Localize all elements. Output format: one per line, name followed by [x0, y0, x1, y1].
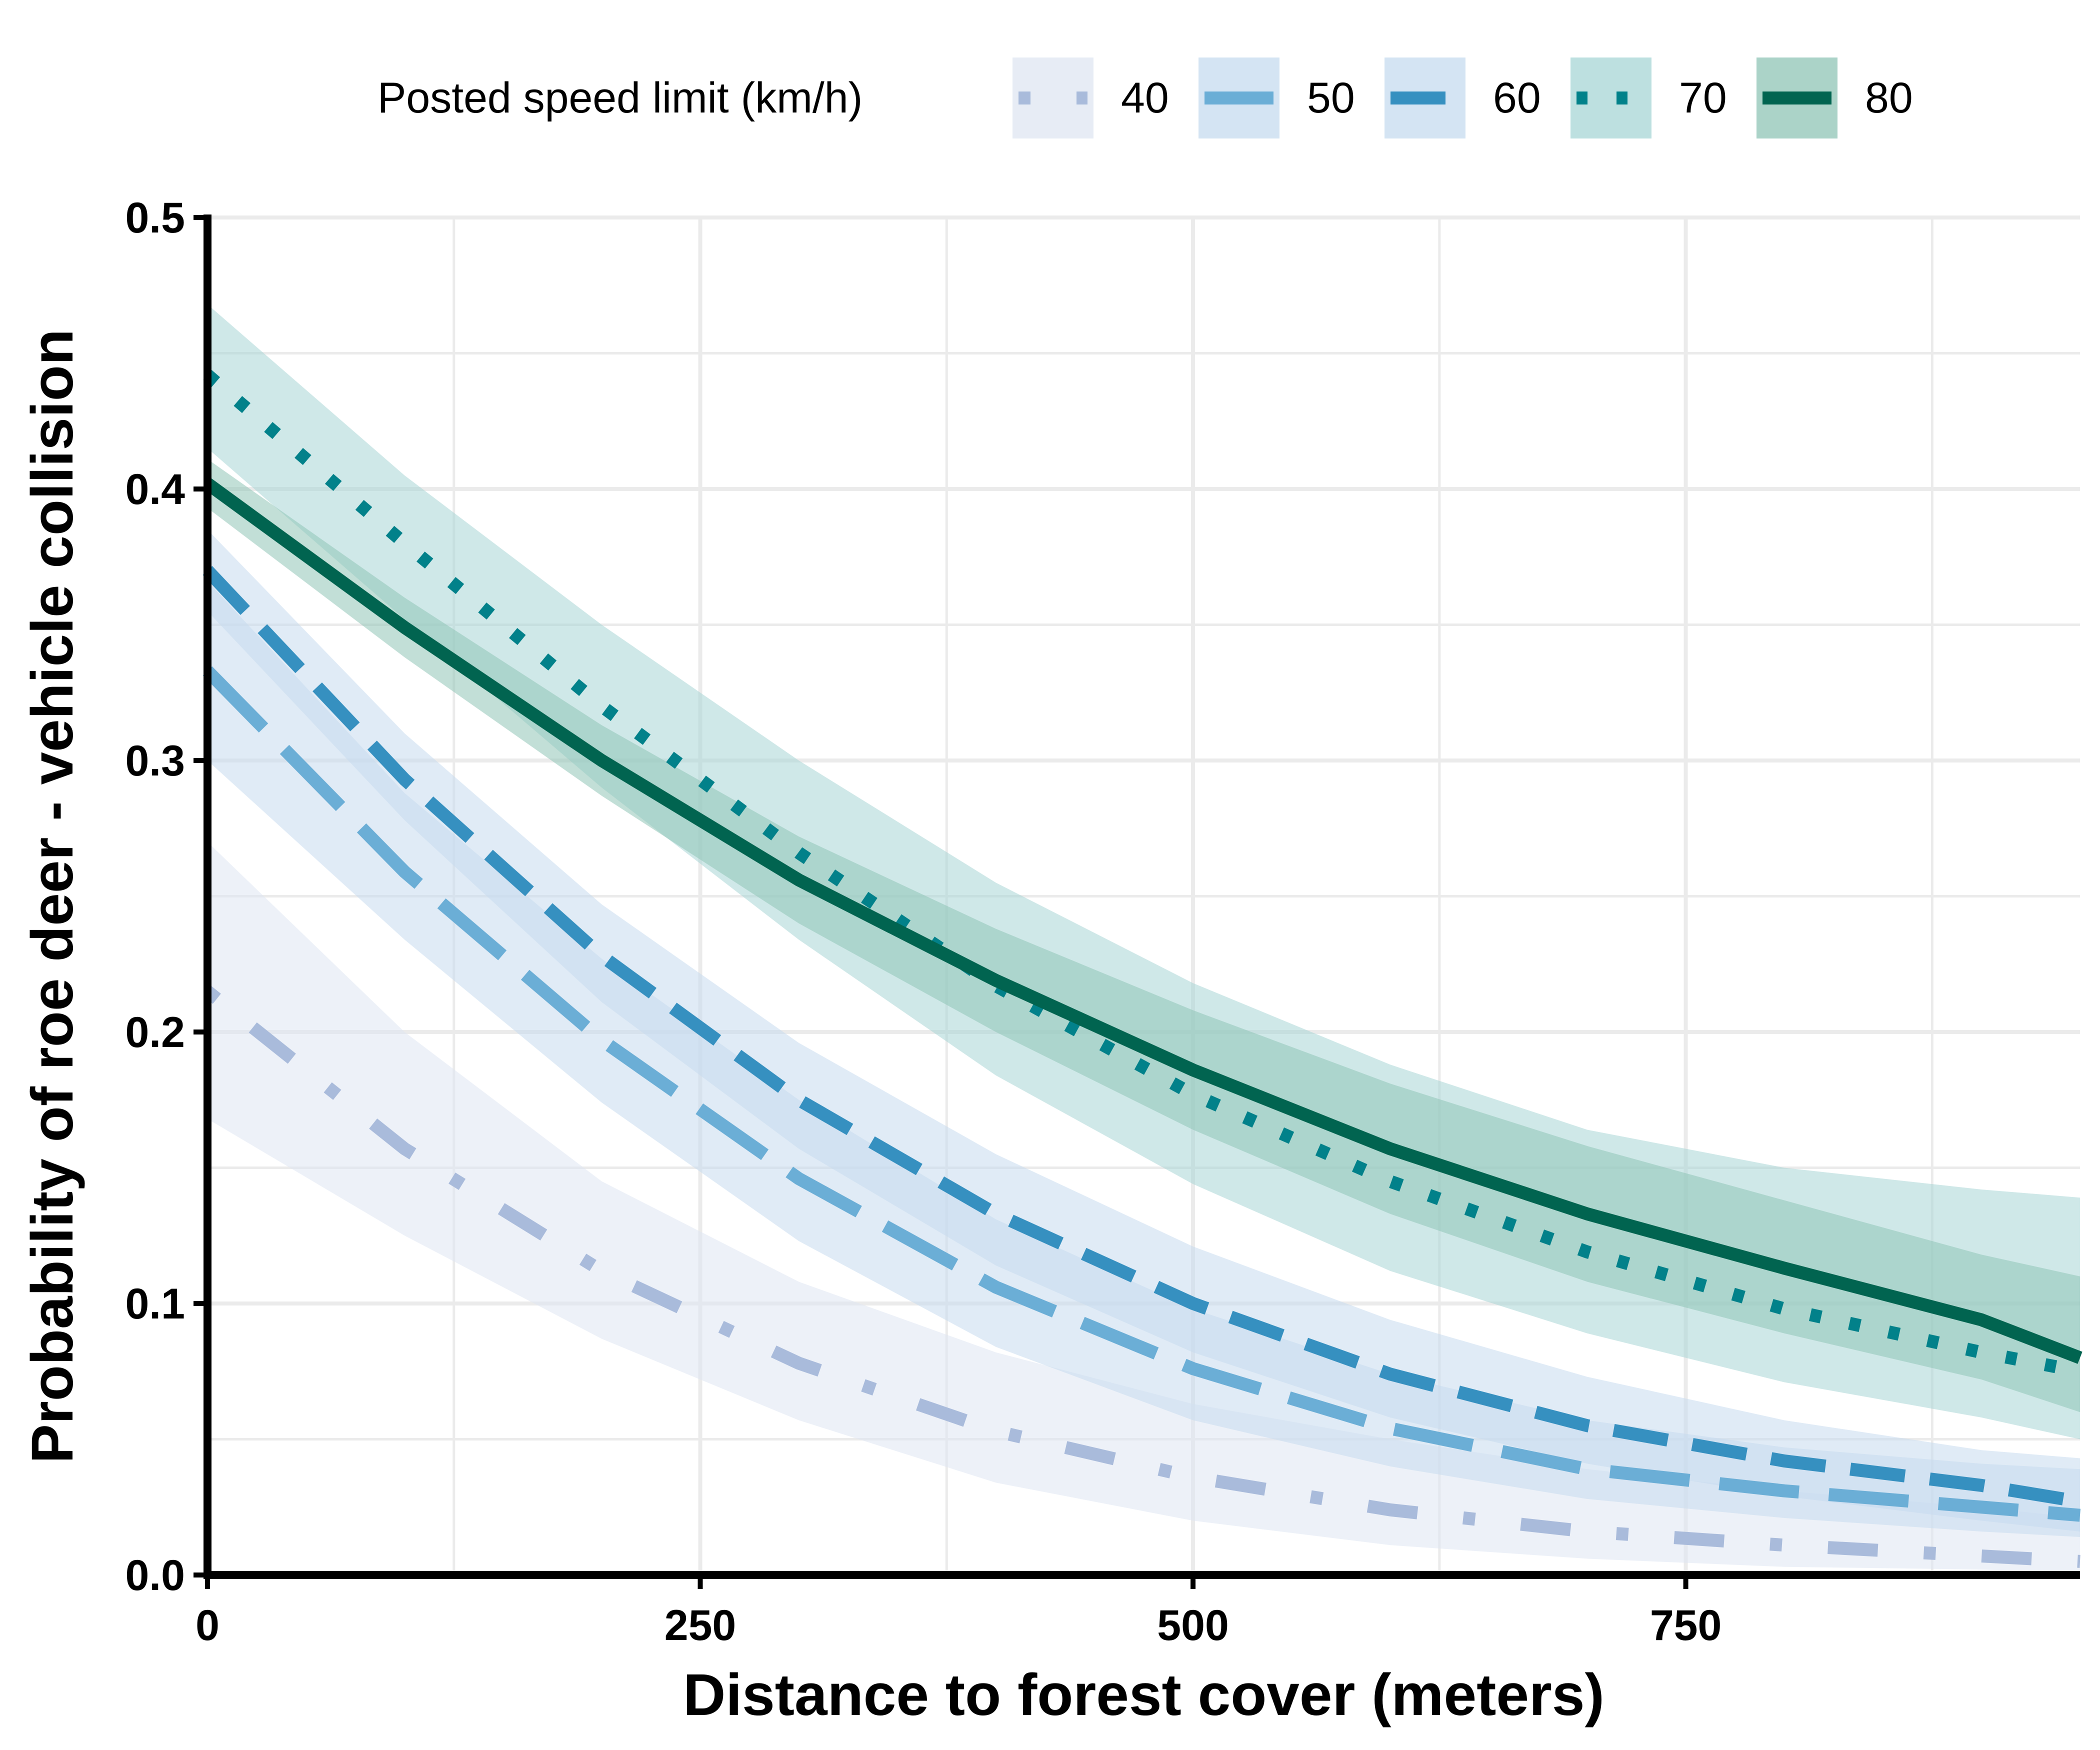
legend-label-70: 70 [1679, 74, 1727, 122]
y-tick-label: 0.3 [125, 737, 185, 785]
series-line-50 [202, 666, 2081, 1522]
y-tick-label: 0.2 [125, 1008, 185, 1056]
y-tick-label: 0.1 [125, 1280, 185, 1328]
legend-label-50: 50 [1307, 74, 1355, 122]
y-tick-label: 0.0 [125, 1552, 185, 1600]
series-line-60 [202, 566, 2082, 1508]
legend-label-40: 40 [1121, 74, 1169, 122]
ci-band-80 [208, 459, 2080, 1412]
legend: Posted speed limit (km/h) 40 50 60 70 80 [378, 58, 1913, 138]
y-tick-label: 0.5 [125, 194, 185, 242]
ci-band-40 [208, 842, 2080, 1572]
axes [194, 214, 2080, 1589]
legend-label-60: 60 [1493, 74, 1541, 122]
x-tick-label: 250 [664, 1602, 736, 1650]
legend-title: Posted speed limit (km/h) [378, 74, 862, 122]
series-line-80 [204, 478, 2082, 1364]
x-tick-label: 750 [1650, 1602, 1722, 1650]
legend-label-80: 80 [1865, 74, 1913, 122]
y-tick-label: 0.4 [125, 466, 185, 514]
x-tick-label: 0 [196, 1602, 220, 1650]
series-line-40 [203, 986, 2080, 1568]
x-axis-title: Distance to forest cover (meters) [683, 1662, 1604, 1728]
series-lines [202, 370, 2082, 1568]
series-line-70 [203, 370, 2082, 1378]
tick-labels: 0 250 500 750 0.0 0.1 0.2 0.3 0.4 0.5 [125, 194, 1722, 1650]
y-axis-title: Probability of roe deer - vehicle collis… [20, 329, 86, 1464]
x-tick-label: 500 [1157, 1602, 1229, 1650]
